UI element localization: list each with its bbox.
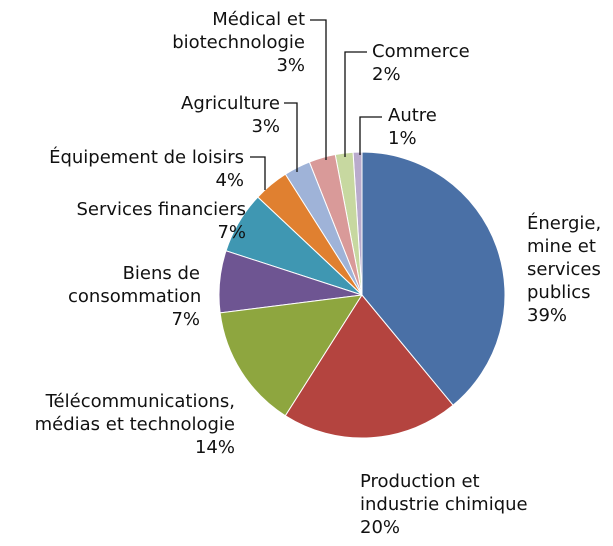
leader-line — [250, 156, 266, 190]
category-name: Médical et biotechnologie — [172, 9, 305, 53]
category-name: Agriculture — [181, 93, 280, 114]
value-label: 7% — [217, 222, 246, 243]
slice-label: Production et industrie chimique 20% — [360, 470, 550, 539]
value-label: 1% — [388, 128, 417, 149]
category-name: Télécommunications, médias et technologi… — [34, 391, 235, 435]
slice-label: Énergie, mine et services publics 39% — [527, 212, 613, 327]
category-name: Services financiers — [76, 199, 246, 220]
slice-label: Biens de consommation 7% — [68, 262, 202, 331]
value-label: 3% — [251, 116, 280, 137]
value-label: 20% — [360, 517, 401, 538]
leader-line — [344, 51, 367, 157]
value-label: 39% — [527, 305, 568, 326]
value-label: 14% — [194, 437, 235, 458]
category-name: Équipement de loisirs — [49, 147, 244, 168]
leader-line — [310, 19, 327, 160]
value-label: 3% — [276, 55, 305, 76]
category-name: Biens de consommation — [68, 263, 202, 307]
category-name: Production et industrie chimique — [360, 471, 528, 515]
slice-label: Autre 1% — [388, 104, 488, 150]
leader-line — [284, 102, 298, 172]
pie-slice — [361, 151, 506, 406]
value-label: 4% — [215, 170, 244, 191]
category-name: Commerce — [372, 41, 470, 62]
slice-label: Agriculture 3% — [120, 92, 280, 138]
leader-line — [359, 116, 382, 155]
slice-label: Télécommunications, médias et technologi… — [3, 390, 235, 459]
value-label: 2% — [372, 64, 401, 85]
pie-slice — [219, 294, 363, 417]
category-name: Énergie, mine et services publics — [527, 213, 602, 303]
slice-label: Médical et biotechnologie 3% — [150, 8, 305, 77]
slice-label: Commerce 2% — [372, 40, 502, 86]
value-label: 7% — [171, 309, 200, 330]
pie-slice — [284, 294, 454, 439]
leader-lines — [250, 19, 382, 190]
slice-label: Services financiers 7% — [20, 198, 246, 244]
category-name: Autre — [388, 105, 437, 126]
slice-label: Équipement de loisirs 4% — [0, 146, 244, 192]
